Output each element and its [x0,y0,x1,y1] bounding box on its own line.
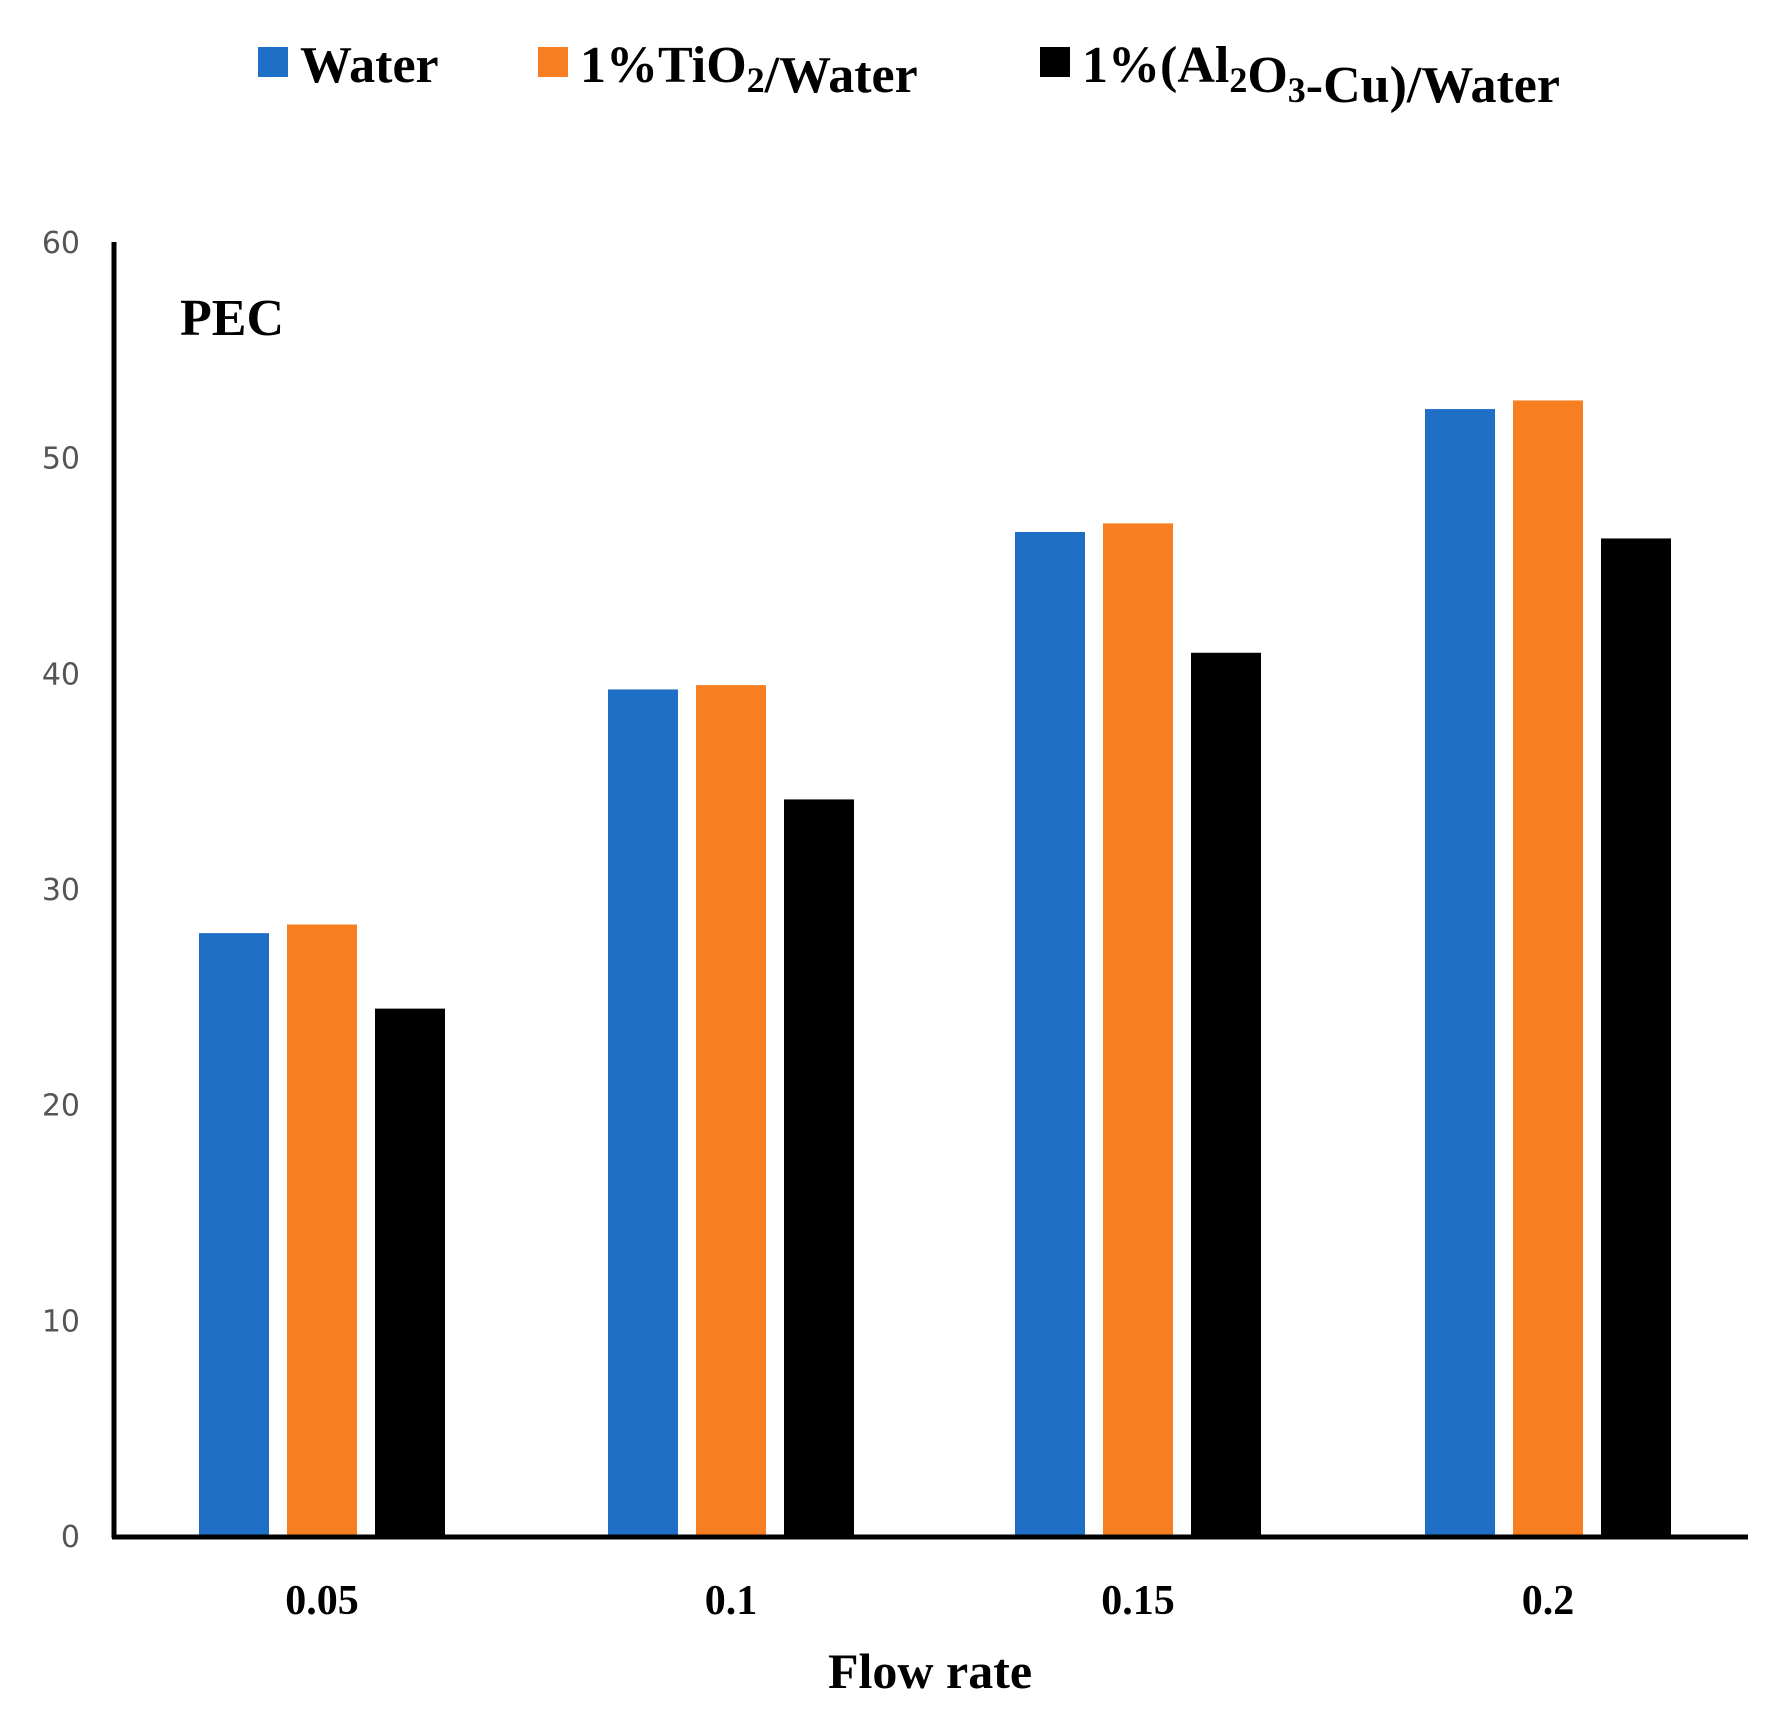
legend-label-2: 1%(Al2O3-Cu)/Water [1082,37,1560,114]
legend-swatch-1 [538,47,568,77]
legend-swatch-2 [1040,47,1070,77]
y-tick-label: 50 [42,442,80,477]
bar-0-0 [199,933,269,1537]
legend-swatch-0 [258,47,288,77]
bar-1-1 [696,685,766,1537]
legend-label-0: Water [300,37,439,94]
bar-1-0 [608,689,678,1537]
x-tick-label: 0.15 [1101,1578,1175,1624]
y-tick-label: 30 [42,873,80,908]
y-tick-label: 20 [42,1089,80,1124]
bars [199,400,1671,1538]
y-tick-label: 40 [42,657,80,692]
y-axis-ticks: 0 10 20 30 40 50 60 [42,226,80,1555]
bar-2-2 [1191,652,1261,1537]
x-axis-title: Flow rate [828,1643,1032,1699]
x-tick-label: 0.05 [285,1578,359,1624]
bar-2-1 [1103,523,1173,1537]
x-axis-labels: 0.05 0.1 0.15 0.2 [285,1578,1574,1624]
x-tick-label: 0.2 [1522,1578,1575,1624]
bar-1-2 [784,799,854,1537]
panel-label: PEC [180,290,284,347]
bar-3-0 [1425,409,1495,1537]
bar-3-1 [1513,400,1583,1538]
bar-3-2 [1601,538,1671,1537]
bar-0-2 [375,1008,445,1537]
y-tick-label: 60 [42,226,80,261]
bar-2-0 [1015,531,1085,1537]
x-tick-label: 0.1 [705,1578,758,1624]
bar-0-1 [287,924,357,1537]
legend-label-1: 1%TiO2/Water [580,37,918,104]
y-tick-label: 10 [42,1304,80,1339]
y-tick-label: 0 [61,1520,80,1555]
legend: Water 1%TiO2/Water 1%(Al2O3-Cu)/Water [258,37,1560,114]
